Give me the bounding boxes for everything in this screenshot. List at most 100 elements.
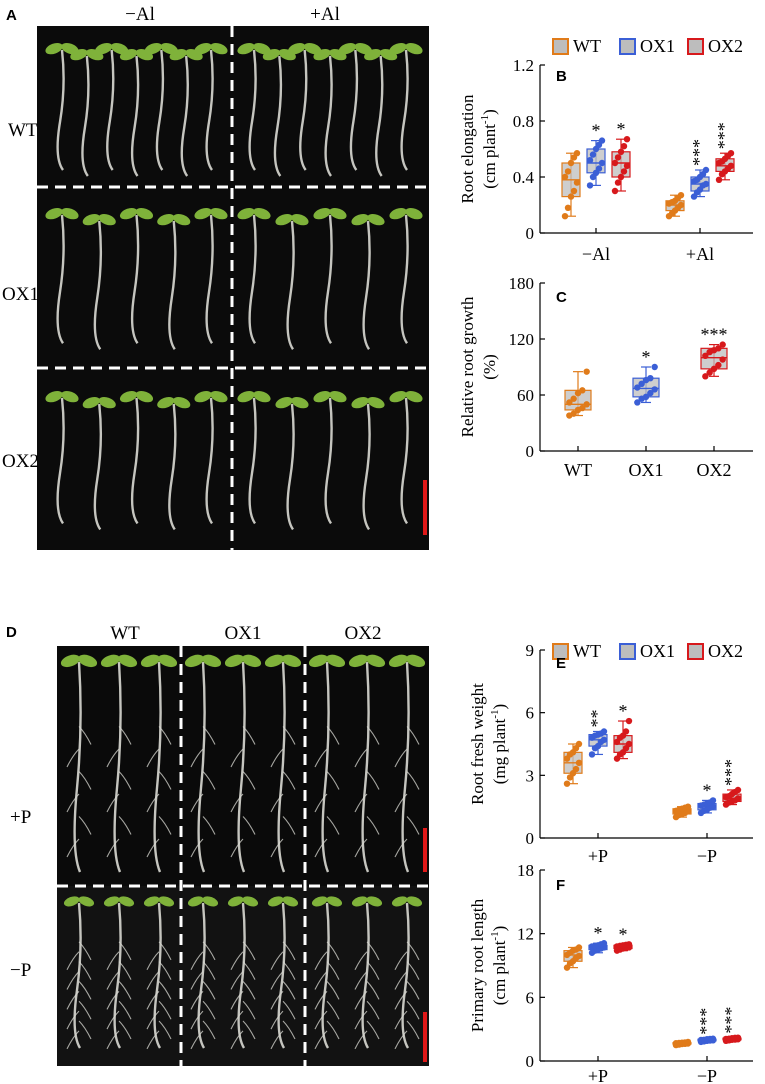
panel-letter-e: E xyxy=(556,655,566,672)
seedling-lateral-root xyxy=(270,838,284,858)
seedling-lateral-root xyxy=(406,1020,420,1040)
seedling-lateral-root xyxy=(202,726,216,745)
seedling-cotyledon xyxy=(367,397,385,409)
data-point-ox1 xyxy=(702,166,710,174)
data-point-wt xyxy=(572,765,580,773)
data-point-wt xyxy=(575,952,583,960)
seedling-cotyledon xyxy=(140,654,160,668)
seedling-root xyxy=(324,55,333,177)
data-point-ox1 xyxy=(600,940,608,947)
seedling-lateral-root xyxy=(326,961,340,980)
seedling-lateral-root xyxy=(146,990,160,1010)
seedling-root xyxy=(130,397,140,525)
seedling-cotyledon xyxy=(388,654,408,668)
seedling-lateral-root xyxy=(394,748,408,768)
seedling-lateral-root xyxy=(354,1030,368,1050)
seedling-root xyxy=(130,55,140,177)
seedling-lateral-root xyxy=(406,1000,420,1020)
data-point-wt xyxy=(563,780,571,787)
data-point-ox2 xyxy=(617,173,625,181)
seedling-root xyxy=(324,397,333,525)
seedling-lateral-root xyxy=(118,726,132,745)
seedling-root xyxy=(180,55,189,177)
seedling-lateral-root xyxy=(158,726,172,745)
seedling-cotyledon xyxy=(389,208,407,220)
scale-bar-a xyxy=(423,480,427,535)
data-point-ox1 xyxy=(634,399,641,406)
seedling-lateral-root xyxy=(282,726,296,745)
seedling-lateral-root xyxy=(242,1000,256,1020)
legend-swatch-ox2 xyxy=(687,38,704,55)
seedling-lateral-root xyxy=(230,838,244,858)
seedling-lateral-root xyxy=(78,981,92,1000)
significance-mark: ** xyxy=(587,709,607,727)
seedling-lateral-root xyxy=(66,1010,80,1030)
significance-mark: * xyxy=(592,121,601,141)
seedling-cotyledon xyxy=(291,397,309,409)
seedling-lateral-root xyxy=(230,748,244,768)
photo-d-row-label-plus-p: +P xyxy=(10,807,31,828)
seedling-cotyledon xyxy=(282,896,299,907)
seedling-cotyledon xyxy=(224,654,244,668)
seedling-lateral-root xyxy=(354,838,368,858)
seedling-lateral-root xyxy=(202,981,216,1000)
chart-b: 0 0.4 0.8 1.2 B Root elongation (cm plant-1) −A… xyxy=(458,56,753,264)
seedling-root xyxy=(130,214,140,344)
seedling-lateral-root xyxy=(326,1000,340,1020)
seedling-lateral-root xyxy=(242,816,256,835)
photo-d-col-label-ox2: OX2 xyxy=(345,623,382,644)
seedling-lateral-root xyxy=(146,1010,160,1030)
seedling-root xyxy=(349,49,359,171)
data-point-wt xyxy=(573,150,581,157)
seedling-cotyledon xyxy=(82,397,100,409)
seedling-cotyledon xyxy=(389,43,407,55)
data-point-ox2 xyxy=(719,341,726,348)
seedling-cotyledon xyxy=(253,208,271,220)
seedling-root xyxy=(277,661,286,873)
seedling-lateral-root xyxy=(158,816,172,835)
seedling-cotyledon xyxy=(406,896,423,907)
x-category-label: OX1 xyxy=(629,460,664,480)
seedling-cotyledon xyxy=(338,43,357,55)
seedling-lateral-root xyxy=(106,1030,120,1050)
seedling-lateral-root xyxy=(190,971,204,990)
scale-bar-d-lower xyxy=(423,1012,427,1062)
y-tick-label: 1.2 xyxy=(513,56,534,75)
seedling-lateral-root xyxy=(394,1030,408,1050)
seedling-lateral-root xyxy=(366,726,380,745)
data-point-ox2 xyxy=(734,795,742,802)
seedling-root xyxy=(324,214,333,344)
seedling-lateral-root xyxy=(230,971,244,990)
seedling-cotyledon xyxy=(210,391,228,403)
seedling-lateral-root xyxy=(66,951,80,971)
seedling-cotyledon xyxy=(351,896,368,907)
seedling-lateral-root xyxy=(406,726,420,745)
data-point-wt xyxy=(570,395,577,402)
seedling-lateral-root xyxy=(366,1020,380,1040)
data-point-wt xyxy=(564,204,572,211)
seedling-lateral-root xyxy=(66,971,80,990)
data-point-ox2 xyxy=(727,150,735,157)
significance-mark: *** xyxy=(696,1008,716,1035)
seedling-lateral-root xyxy=(146,951,160,971)
seedling-cotyledon xyxy=(326,896,343,907)
y-tick-label: 6 xyxy=(526,704,535,723)
seedling-cotyledon xyxy=(70,49,88,61)
seedling-cotyledon xyxy=(143,896,160,907)
data-point-wt xyxy=(567,193,575,200)
seedling-cotyledon xyxy=(242,654,262,668)
legend-swatch-wt xyxy=(552,643,569,660)
seedling-lateral-root xyxy=(406,771,420,790)
data-point-ox1 xyxy=(647,389,654,397)
seedling-lateral-root xyxy=(242,726,256,745)
seedling-root xyxy=(362,220,371,350)
panel-letter-d: D xyxy=(6,624,17,641)
seedling-cotyledon xyxy=(119,49,138,61)
legend-label-ox2: OX2 xyxy=(708,641,743,661)
data-point-wt xyxy=(579,387,586,394)
y-tick-label: 0 xyxy=(526,829,535,848)
seedling-cotyledon xyxy=(237,43,255,55)
seedling-lateral-root xyxy=(326,726,340,745)
significance-mark: * xyxy=(619,924,628,944)
